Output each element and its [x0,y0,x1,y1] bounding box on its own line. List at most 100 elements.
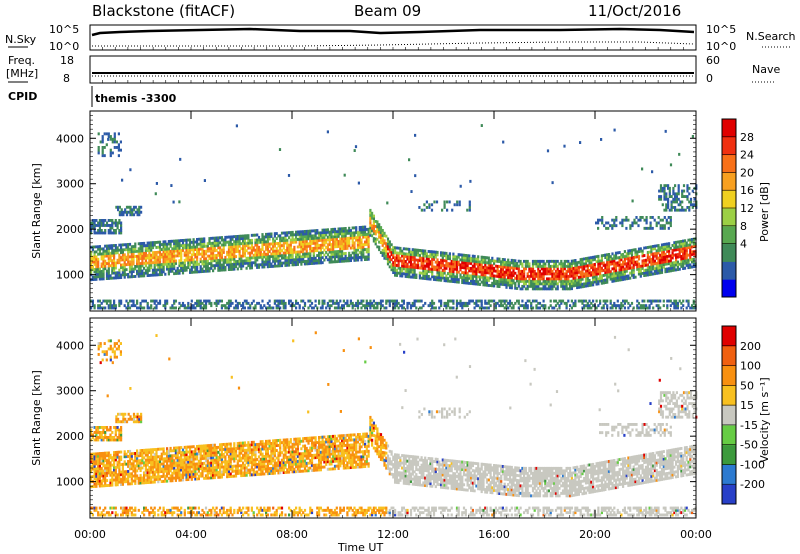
echo-cell [137,254,140,258]
echo-cell [307,244,310,248]
echo-cell [563,259,566,263]
echo-cell [438,273,441,277]
echo-cell [171,304,174,308]
echo-cell [197,299,200,303]
echo-cell [668,267,671,271]
echo-cell [395,246,398,250]
echo-cell [111,483,114,487]
echo-cell [204,244,208,248]
echo-cell [413,265,416,269]
echo-cell [242,306,245,310]
echo-cell [242,259,245,263]
echo-cell [265,257,268,261]
echo-cell [196,299,199,303]
echo-cell [496,272,499,276]
echo-cell [653,252,656,256]
echo-cell [376,222,379,226]
echo-cell [468,269,471,273]
echo-cell [560,267,563,271]
echo-cell [629,259,632,263]
echo-cell [388,240,391,244]
echo-cell [100,270,103,273]
echo-cell [100,511,103,515]
echo-cell [415,263,418,267]
echo-cell [424,249,427,253]
echo-cell [440,266,443,270]
echo-cell [98,462,101,465]
echo-cell [272,242,275,246]
echo-cell [249,254,252,257]
echo-cell [128,270,132,274]
echo-cell [570,287,573,291]
echo-cell [650,299,653,303]
echo-cell [662,304,665,308]
echo-cell [245,259,248,263]
echo-cell [91,255,94,259]
echo-cell [431,267,434,271]
echo-cell [676,306,679,310]
echo-cell [386,247,390,251]
echo-cell [90,268,93,272]
echo-cell [669,163,673,167]
echo-cell [394,246,397,250]
echo-cell [600,259,603,263]
echo-cell [367,255,370,259]
echo-cell [259,253,262,257]
echo-cell [305,229,308,233]
echo-cell [212,254,215,258]
echo-cell [662,253,665,256]
echo-cell [659,246,662,250]
echo-cell [406,257,409,261]
echo-cell [189,248,192,252]
echo-cell [372,227,375,230]
echo-cell [105,466,109,470]
echo-cell [673,253,676,257]
echo-cell [586,271,589,275]
echo-cell [104,299,107,303]
echo-cell [408,275,411,279]
echo-cell [371,216,374,220]
echo-cell [305,232,308,236]
echo-cell [173,254,176,258]
echo-cell [422,274,425,278]
echo-cell [203,242,206,246]
echo-cell [332,301,335,305]
echo-cell [153,306,156,310]
echo-cell [302,230,305,234]
echo-cell [309,249,312,253]
echo-cell [514,261,517,265]
echo-cell [563,267,566,271]
echo-cell [657,299,660,303]
echo-cell [284,254,287,257]
echo-cell [116,276,119,280]
echo-cell [586,256,589,260]
echo-cell [388,257,391,261]
echo-cell [556,272,559,276]
echo-cell [677,208,680,212]
echo-cell [576,261,579,265]
echo-cell [641,259,644,263]
echo-cell [408,255,411,259]
echo-cell [648,258,651,262]
echo-cell [242,244,245,248]
echo-cell [470,259,473,263]
echo-cell [318,301,321,305]
echo-cell [570,284,573,288]
echo-cell [686,189,689,193]
echo-cell [144,264,147,268]
echo-cell [227,263,231,266]
echo-cell [418,259,421,262]
echo-cell [169,262,172,266]
echo-cell [684,195,687,198]
echo-cell [672,206,675,209]
echo-cell [535,299,538,303]
echo-cell [219,251,222,255]
echo-cell [210,251,213,255]
echo-cell [632,258,635,262]
echo-cell [659,306,662,310]
echo-cell [440,304,443,308]
echo-cell [682,195,686,198]
echo-cell [376,245,379,249]
echo-cell [682,254,685,258]
echo-cell [116,261,119,265]
